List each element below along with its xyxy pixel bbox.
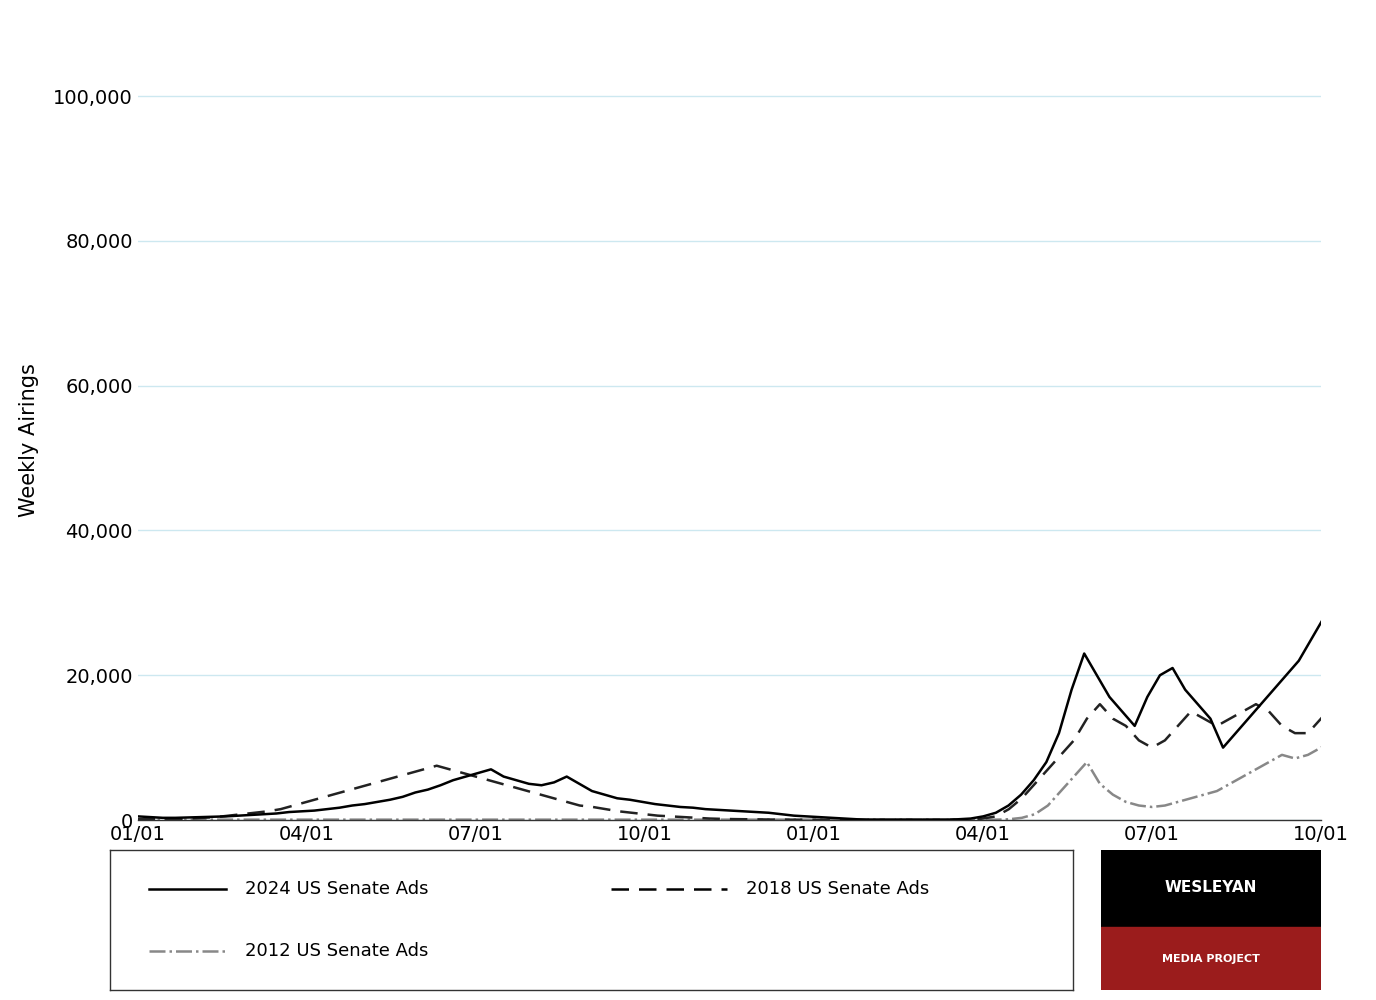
2012 US Senate Ads	[377, 814, 394, 826]
2024 US Senate Ads	[886, 814, 903, 826]
Text: 2018 US Senate Ads: 2018 US Senate Ads	[746, 880, 929, 898]
2018 US Senate Ads	[428, 760, 444, 772]
Text: 2012 US Senate Ads: 2012 US Senate Ads	[245, 942, 428, 960]
2024 US Senate Ads	[1342, 553, 1358, 565]
Line: 2018 US Senate Ads: 2018 US Senate Ads	[138, 386, 1376, 820]
2024 US Senate Ads	[129, 810, 146, 822]
Line: 2012 US Senate Ads: 2012 US Senate Ads	[138, 473, 1376, 820]
2018 US Senate Ads	[910, 814, 926, 826]
Text: WESLEYAN: WESLEYAN	[1164, 880, 1258, 895]
2018 US Senate Ads	[1365, 611, 1376, 623]
Bar	[1101, 850, 1321, 927]
2024 US Senate Ads	[861, 814, 878, 826]
Y-axis label: Weekly Airings: Weekly Airings	[19, 363, 39, 517]
2024 US Senate Ads	[1315, 611, 1332, 623]
Text: MEDIA PROJECT: MEDIA PROJECT	[1161, 954, 1260, 964]
2024 US Senate Ads	[483, 763, 499, 775]
2012 US Senate Ads	[1313, 742, 1329, 754]
2018 US Senate Ads	[129, 813, 146, 825]
2012 US Senate Ads	[129, 814, 146, 826]
2024 US Senate Ads	[1303, 633, 1320, 645]
2018 US Senate Ads	[1325, 698, 1342, 710]
2012 US Senate Ads	[1351, 713, 1368, 725]
2012 US Senate Ads	[793, 814, 809, 826]
2018 US Senate Ads	[831, 814, 848, 826]
Line: 2024 US Senate Ads: 2024 US Senate Ads	[138, 89, 1376, 820]
2012 US Senate Ads	[428, 814, 444, 826]
2018 US Senate Ads	[377, 774, 394, 786]
2012 US Senate Ads	[897, 814, 914, 826]
X-axis label: Week of: Week of	[688, 855, 771, 875]
2018 US Senate Ads	[793, 814, 809, 826]
2024 US Senate Ads	[1278, 669, 1295, 681]
Bar	[1101, 927, 1321, 990]
Text: 2024 US Senate Ads: 2024 US Senate Ads	[245, 880, 428, 898]
